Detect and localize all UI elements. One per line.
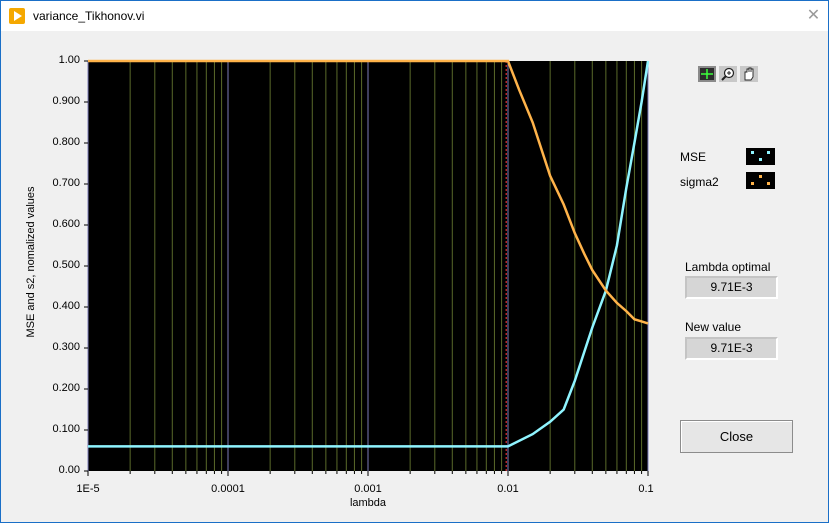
close-button[interactable]: Close bbox=[680, 420, 793, 453]
tick-marks bbox=[84, 60, 649, 476]
legend-label-sigma2: sigma2 bbox=[680, 175, 719, 189]
y-tick-label: 0.400 bbox=[52, 300, 80, 312]
y-tick-label: 0.800 bbox=[52, 136, 80, 148]
window-title: variance_Tikhonov.vi bbox=[33, 9, 145, 23]
graph-palette bbox=[698, 66, 760, 82]
new-value-label: New value bbox=[685, 320, 742, 334]
new-value-indicator: 9.71E-3 bbox=[685, 337, 778, 360]
series-line-sigma2 bbox=[88, 59, 649, 325]
y-tick-label: 0.100 bbox=[52, 423, 80, 435]
y-tick-label: 0.900 bbox=[52, 95, 80, 107]
legend-label-mse: MSE bbox=[680, 150, 707, 164]
y-tick-label: 0.600 bbox=[52, 218, 80, 230]
legend-swatch-sigma2[interactable] bbox=[746, 172, 775, 189]
pan-hand-tool-icon[interactable] bbox=[740, 66, 758, 82]
x-tick-label: 0.1 bbox=[638, 483, 654, 495]
y-tick-label: 0.300 bbox=[52, 341, 80, 353]
cursor-move-tool-icon[interactable] bbox=[698, 66, 716, 82]
series-layer bbox=[88, 59, 650, 448]
x-tick-label: 0.0001 bbox=[211, 483, 245, 495]
lambda-optimal-label: Lambda optimal bbox=[685, 260, 771, 274]
window-close-icon[interactable]: ✕ bbox=[806, 7, 821, 24]
y-tick-label: 0.200 bbox=[52, 382, 80, 394]
y-tick-label: 0.500 bbox=[52, 259, 80, 271]
grid-lines bbox=[87, 61, 649, 471]
x-tick-label: 0.01 bbox=[497, 483, 519, 495]
lambda-optimal-indicator: 9.71E-3 bbox=[685, 276, 778, 299]
y-tick-label: 0.700 bbox=[52, 177, 80, 189]
labview-app-icon bbox=[9, 8, 25, 24]
y-tick-label: 1.00 bbox=[58, 54, 80, 66]
x-tick-label: 1E-5 bbox=[76, 483, 100, 495]
x-axis-label: lambda bbox=[349, 497, 387, 509]
y-tick-label: 0.00 bbox=[58, 464, 80, 476]
title-bar: variance_Tikhonov.vi ✕ bbox=[1, 1, 828, 31]
legend-swatch-mse[interactable] bbox=[746, 148, 775, 165]
y-axis-label: MSE and s2, nomalized values bbox=[25, 186, 37, 338]
zoom-tool-icon[interactable] bbox=[719, 66, 737, 82]
x-tick-label: 0.001 bbox=[354, 483, 382, 495]
series-line-mse bbox=[88, 60, 650, 448]
